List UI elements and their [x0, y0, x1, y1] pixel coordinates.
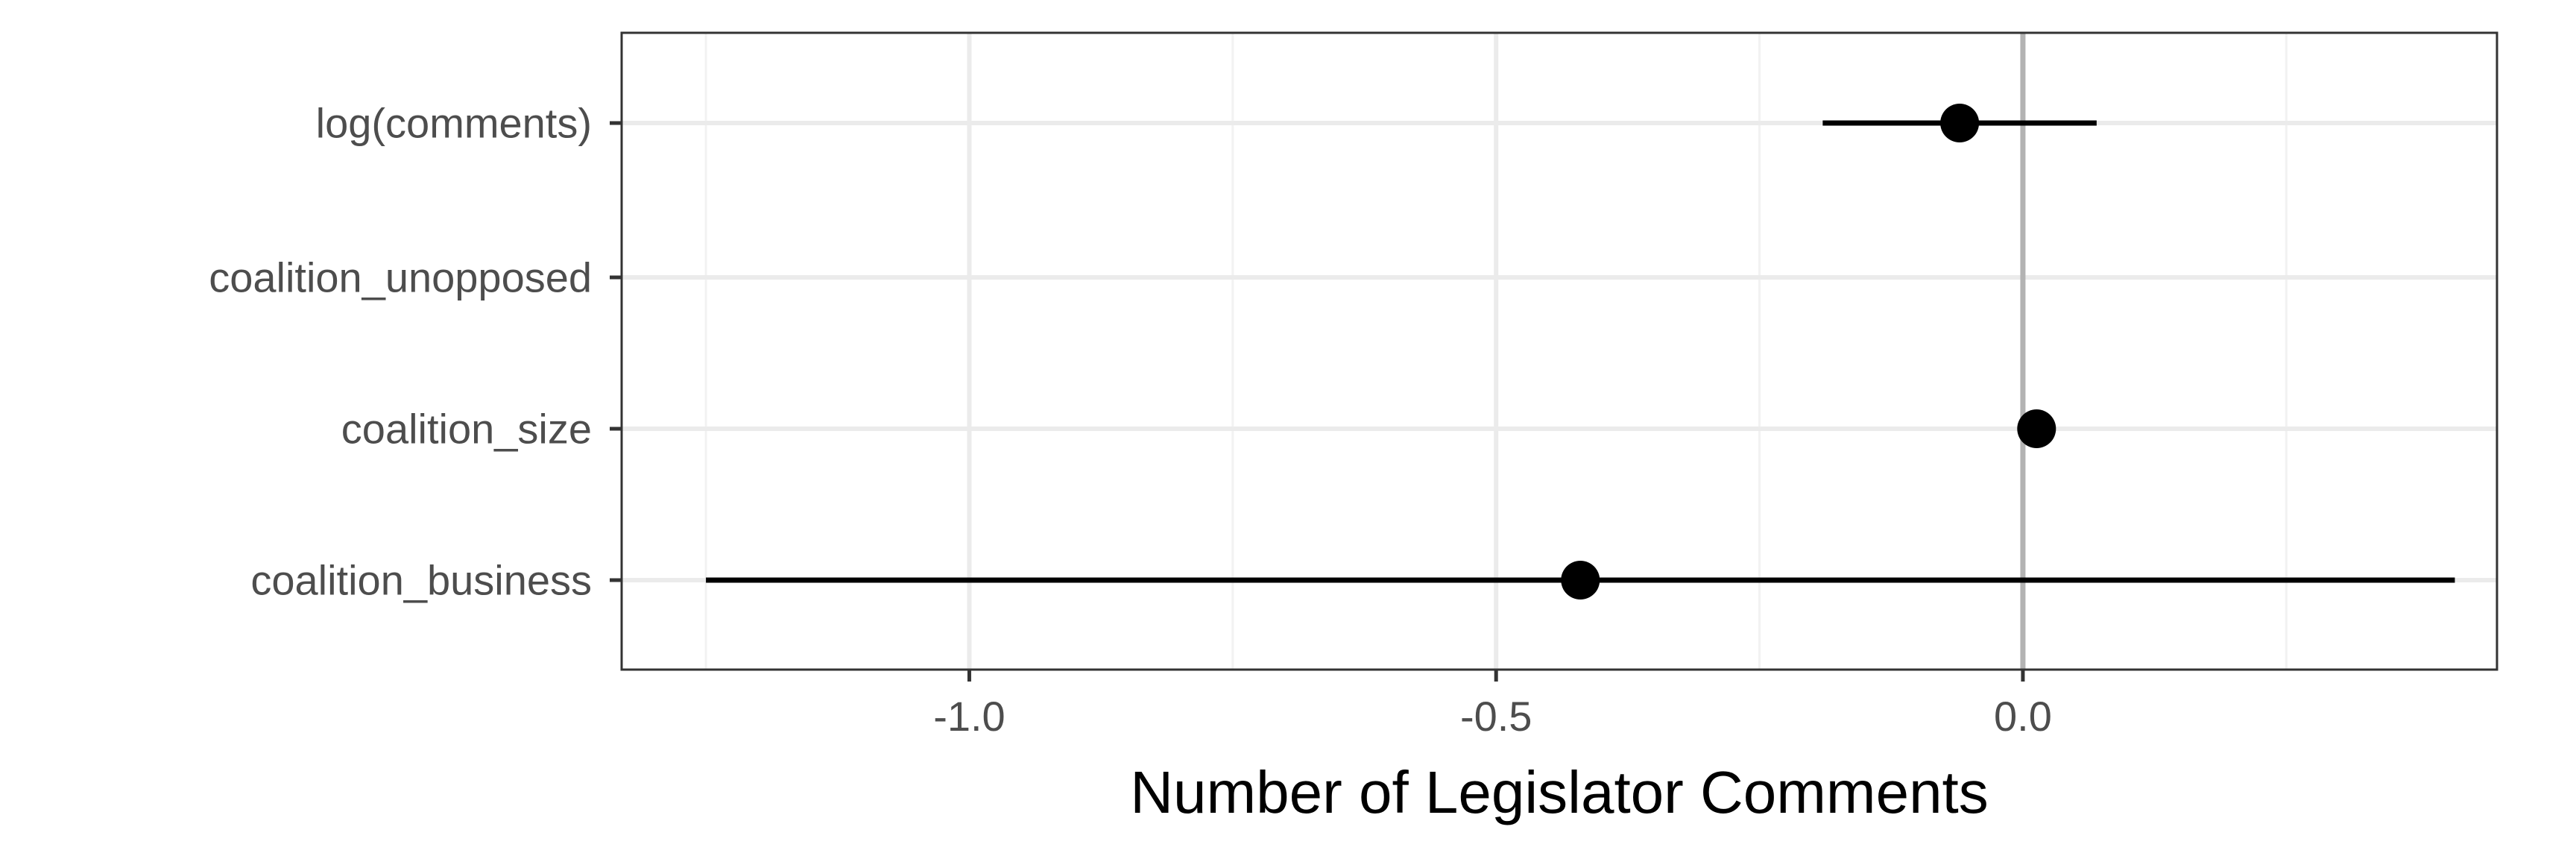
y-axis-category-label: coalition_size	[341, 406, 592, 453]
point-estimate	[1940, 104, 1980, 142]
x-axis-title: Number of Legislator Comments	[1130, 759, 1989, 825]
x-axis-tick-label: -1.0	[933, 693, 1006, 740]
y-axis-category-label: log(comments)	[316, 100, 592, 147]
y-axis: log(comments) coalition_unopposed coalitio…	[209, 100, 622, 604]
point-estimate	[2017, 409, 2056, 448]
point-estimate	[1561, 561, 1600, 600]
point-estimates	[1561, 104, 2056, 600]
y-axis-category-label: coalition_unopposed	[209, 254, 592, 301]
x-axis-tick-label: -0.5	[1460, 693, 1532, 740]
panel-border	[620, 31, 2498, 671]
x-axis-tick-label: 0.0	[1994, 693, 2052, 740]
y-axis-category-label: coalition_business	[250, 557, 592, 604]
minor-grid	[704, 33, 2288, 670]
x-axis: -1.0 -0.5 0.0	[933, 670, 2052, 740]
